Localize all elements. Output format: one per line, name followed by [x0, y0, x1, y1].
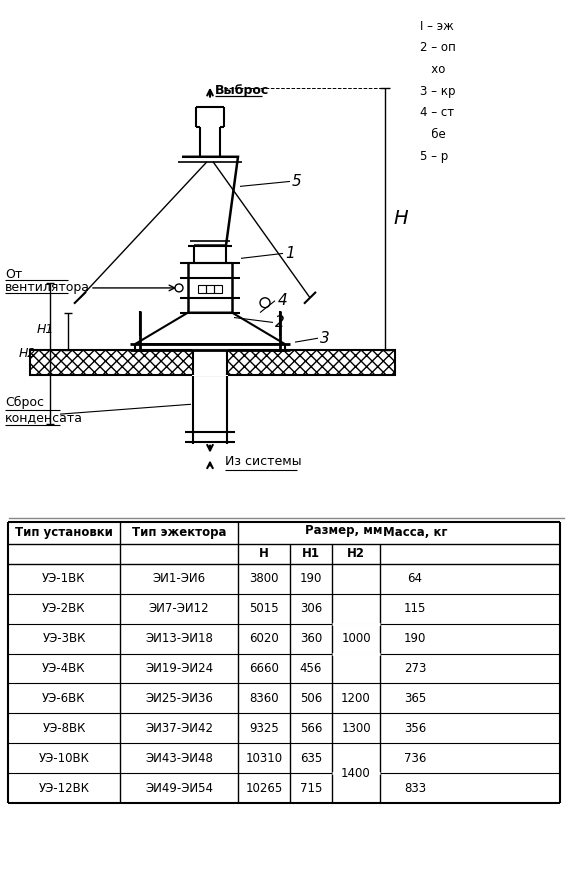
Text: H: H — [259, 547, 269, 560]
Text: УЭ-6ВК: УЭ-6ВК — [42, 692, 86, 705]
Text: 5 – р: 5 – р — [420, 150, 448, 163]
Text: 6660: 6660 — [249, 662, 279, 675]
Text: От: От — [5, 267, 22, 280]
Text: 715: 715 — [300, 781, 322, 794]
Text: 9325: 9325 — [249, 722, 279, 735]
Text: 10310: 10310 — [245, 752, 282, 765]
Text: УЭ-4ВК: УЭ-4ВК — [42, 662, 86, 675]
Text: 635: 635 — [300, 752, 322, 765]
Text: 2 – оп: 2 – оп — [420, 42, 456, 54]
Text: ЭИ49-ЭИ54: ЭИ49-ЭИ54 — [145, 781, 213, 794]
Text: 3: 3 — [320, 331, 329, 346]
Text: H: H — [393, 209, 407, 228]
Text: ЭИ19-ЭИ24: ЭИ19-ЭИ24 — [145, 662, 213, 675]
Bar — [30, 350, 395, 375]
Bar — [206, 285, 214, 293]
Text: Размер, мм: Размер, мм — [305, 524, 383, 537]
Text: 190: 190 — [300, 572, 322, 585]
Text: ЭИ13-ЭИ18: ЭИ13-ЭИ18 — [145, 632, 213, 645]
Text: H2: H2 — [347, 547, 365, 560]
Text: 566: 566 — [300, 722, 322, 735]
Text: УЭ-1ВК: УЭ-1ВК — [42, 572, 86, 585]
Text: 3 – кр: 3 – кр — [420, 84, 456, 98]
Text: 1400: 1400 — [341, 766, 371, 780]
Bar — [214, 285, 222, 293]
Text: вентилятора: вентилятора — [5, 281, 90, 294]
Text: Из системы: Из системы — [225, 456, 301, 469]
Text: бе: бе — [420, 128, 446, 141]
Text: 10265: 10265 — [245, 781, 282, 794]
Text: 115: 115 — [404, 602, 426, 615]
Text: УЭ-3ВК: УЭ-3ВК — [42, 632, 86, 645]
Text: УЭ-10ВК: УЭ-10ВК — [38, 752, 89, 765]
Text: 360: 360 — [300, 632, 322, 645]
Text: ЭИ1-ЭИ6: ЭИ1-ЭИ6 — [152, 572, 206, 585]
Text: УЭ-12ВК: УЭ-12ВК — [38, 781, 89, 794]
Text: Выброс: Выброс — [215, 84, 269, 98]
Text: 2: 2 — [275, 315, 285, 330]
Text: УЭ-8ВК: УЭ-8ВК — [42, 722, 86, 735]
Text: 356: 356 — [404, 722, 426, 735]
Text: 4: 4 — [278, 294, 288, 308]
Text: I – эж: I – эж — [420, 20, 454, 33]
Text: ЭИ7-ЭИ12: ЭИ7-ЭИ12 — [148, 602, 209, 615]
Text: H2: H2 — [19, 347, 36, 360]
Text: 1300: 1300 — [341, 722, 371, 735]
Text: 64: 64 — [407, 572, 422, 585]
Text: 190: 190 — [404, 632, 426, 645]
Bar — [198, 285, 206, 293]
Text: 833: 833 — [404, 781, 426, 794]
Text: 1000: 1000 — [341, 632, 371, 645]
Text: 1200: 1200 — [341, 692, 371, 705]
Text: Сброс: Сброс — [5, 396, 44, 409]
Text: Тип установки: Тип установки — [15, 526, 113, 539]
Text: УЭ-2ВК: УЭ-2ВК — [42, 602, 86, 615]
Text: 456: 456 — [300, 662, 322, 675]
Bar — [30, 350, 395, 375]
Text: 5: 5 — [292, 174, 302, 189]
Text: 6020: 6020 — [249, 632, 279, 645]
Text: 506: 506 — [300, 692, 322, 705]
Text: ЭИ43-ЭИ48: ЭИ43-ЭИ48 — [145, 752, 213, 765]
Text: конденсата: конденсата — [5, 411, 83, 424]
Text: хо: хо — [420, 63, 445, 76]
Text: 365: 365 — [404, 692, 426, 705]
Text: 306: 306 — [300, 602, 322, 615]
Text: Тип эжектора: Тип эжектора — [132, 526, 226, 539]
Text: 4 – ст: 4 – ст — [420, 106, 454, 119]
Bar — [192, 349, 228, 375]
Text: 273: 273 — [404, 662, 426, 675]
Text: ЭИ37-ЭИ42: ЭИ37-ЭИ42 — [145, 722, 213, 735]
Text: 1: 1 — [285, 246, 295, 261]
Text: Масса, кг: Масса, кг — [383, 526, 448, 539]
Text: 736: 736 — [404, 752, 426, 765]
Text: 3800: 3800 — [249, 572, 278, 585]
Text: H1: H1 — [302, 547, 320, 560]
Text: ЭИ25-ЭИ36: ЭИ25-ЭИ36 — [145, 692, 213, 705]
Text: H1: H1 — [37, 323, 54, 336]
Text: 8360: 8360 — [249, 692, 279, 705]
Text: 5015: 5015 — [249, 602, 279, 615]
